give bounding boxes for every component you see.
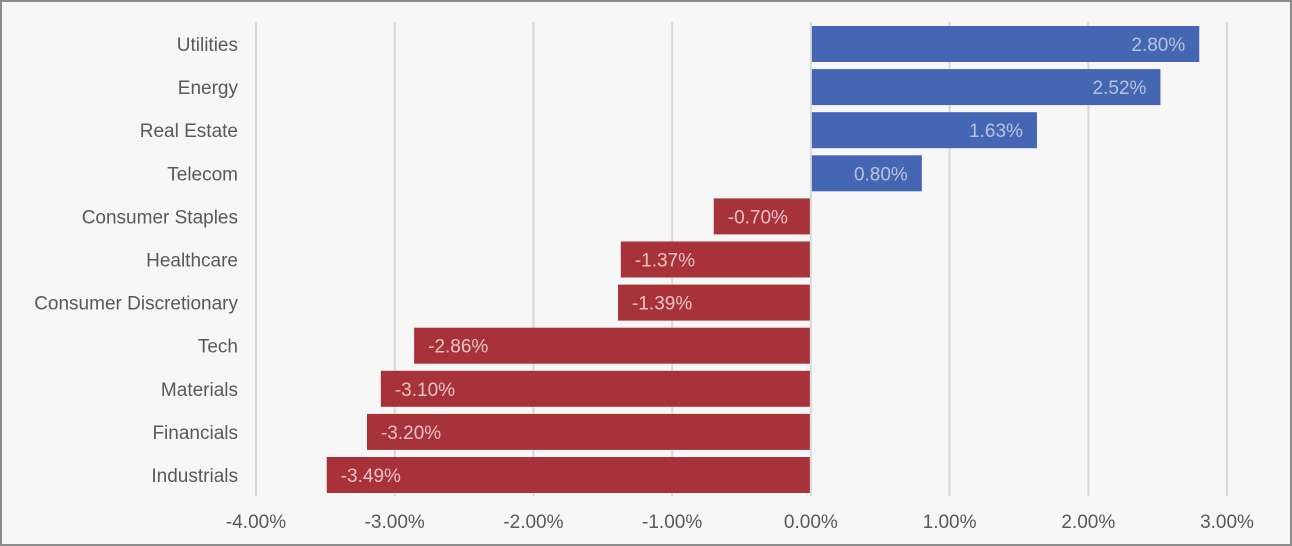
x-axis-tick-labels: -4.00% -3.00% -2.00% -1.00% 0.00% 1.00% 2.00% 3… (226, 512, 1254, 533)
category-label: Consumer Staples (82, 207, 238, 228)
x-tick-label: 1.00% (923, 512, 977, 533)
category-label: Healthcare (146, 251, 238, 272)
category-label: Energy (178, 78, 239, 99)
data-label: -2.86% (428, 337, 488, 358)
x-tick-label: -4.00% (226, 512, 286, 533)
bars (326, 26, 1200, 493)
category-label: Materials (161, 380, 238, 401)
data-label: 2.80% (1131, 35, 1185, 56)
bar (620, 241, 810, 278)
data-label: -1.39% (632, 294, 692, 315)
data-label: -3.10% (395, 380, 455, 401)
data-label: -3.20% (381, 423, 441, 444)
x-tick-label: 2.00% (1061, 512, 1115, 533)
x-tick-label: -1.00% (642, 512, 702, 533)
data-label: 2.52% (1093, 78, 1147, 99)
category-label: Tech (198, 337, 238, 358)
bar (618, 284, 810, 321)
category-label: Consumer Discretionary (34, 294, 238, 315)
category-label: Industrials (151, 466, 238, 487)
bar (811, 155, 922, 192)
data-label: -0.70% (728, 207, 788, 228)
bar (414, 327, 810, 364)
category-label: Utilities (177, 35, 238, 56)
category-label: Telecom (167, 164, 238, 185)
category-label: Real Estate (140, 121, 238, 142)
x-tick-label: -2.00% (503, 512, 563, 533)
bar (713, 198, 810, 235)
data-label: -3.49% (341, 466, 401, 487)
category-label: Financials (152, 423, 238, 444)
bar (811, 69, 1161, 106)
bar (366, 413, 810, 450)
data-label: 1.63% (969, 121, 1023, 142)
bar (811, 26, 1200, 62)
category-labels: Utilities Energy Real Estate Telecom Consume… (34, 35, 238, 487)
bar (811, 112, 1037, 149)
bar (326, 457, 810, 493)
data-label: 0.80% (854, 164, 908, 185)
data-label: -1.37% (635, 251, 695, 272)
x-tick-label: -3.00% (365, 512, 425, 533)
data-labels: 2.80% 2.52% 1.63% 0.80% -0.70% -1.37% -1.39% -2… (341, 35, 1186, 487)
bar (380, 370, 810, 407)
x-tick-label: 3.00% (1200, 512, 1254, 533)
x-tick-label: 0.00% (784, 512, 838, 533)
